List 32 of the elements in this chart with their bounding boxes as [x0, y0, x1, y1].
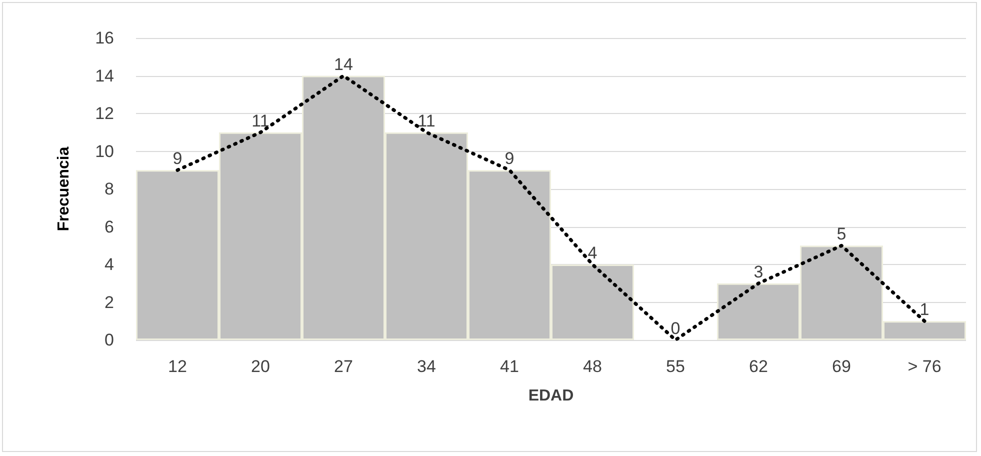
y-tick-label: 16 [95, 28, 114, 48]
data-label: 14 [334, 54, 353, 74]
data-label: 5 [836, 224, 846, 244]
x-tick-label: 34 [417, 357, 436, 376]
x-tick-label: 27 [334, 357, 353, 376]
data-label: 9 [172, 149, 182, 168]
y-tick-label: 12 [95, 104, 114, 123]
y-tick-label: 0 [104, 330, 114, 350]
data-label: 0 [670, 319, 680, 338]
y-tick-label: 8 [104, 180, 114, 198]
y-tick-label: 4 [104, 255, 114, 274]
x-tick-label: 41 [500, 357, 519, 376]
y-tick-label: 6 [104, 217, 114, 236]
data-label: 4 [588, 244, 598, 262]
y-axis-title: Frecuencia [56, 146, 72, 232]
y-tick-label: 14 [95, 66, 114, 86]
data-label: 3 [754, 262, 764, 282]
y-tick-label: 2 [104, 292, 114, 312]
x-tick-label: 62 [749, 357, 768, 376]
x-tick-label: 12 [168, 357, 187, 376]
data-label: 11 [252, 111, 270, 130]
line-series [176, 74, 926, 342]
data-label: 1 [920, 300, 930, 320]
x-tick-label: > 76 [908, 357, 942, 376]
data-label: 11 [418, 111, 436, 130]
x-tick-label: 20 [251, 357, 270, 376]
x-tick-label: 69 [832, 357, 851, 376]
x-tick-label: 48 [583, 357, 602, 376]
data-label: 9 [504, 149, 514, 168]
x-axis-title: EDAD [528, 388, 574, 404]
y-tick-label: 10 [95, 142, 114, 161]
x-tick-label: 55 [666, 357, 685, 376]
